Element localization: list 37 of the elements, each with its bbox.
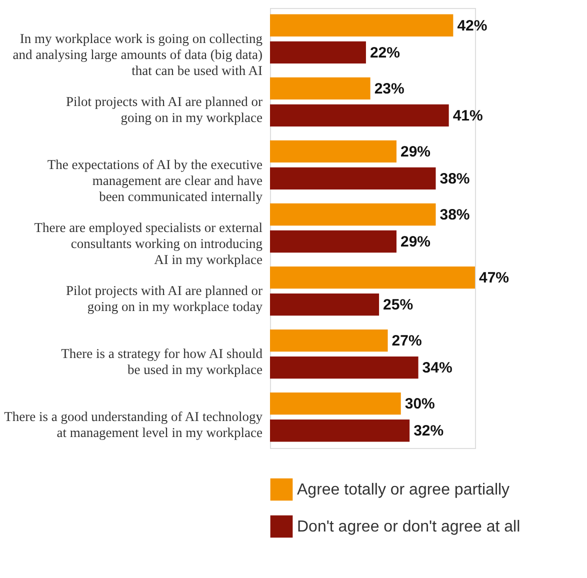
y-tick-label: Pilot projects with AI are planned or going on in my workplace today [66, 283, 263, 314]
data-label: 47% [479, 270, 510, 287]
legend-label: Agree totally or agree partially [297, 482, 510, 498]
data-label: 38% [440, 206, 470, 224]
data-label: 22% [370, 44, 400, 62]
data-label: 38% [440, 170, 470, 188]
y-tick-label: Pilot projects with AI are planned or going on in my workplace [66, 94, 263, 125]
y-tick-label: There is a good understanding of AI technology at management level in my workplace [4, 409, 263, 440]
data-label: 41% [452, 107, 483, 124]
data-label: 42% [457, 17, 488, 34]
data-label: 34% [422, 360, 452, 377]
y-tick-label: The expectations of AI by the executive management are clear and have been communicated internally [47, 156, 263, 204]
bar [270, 329, 388, 352]
bar [270, 104, 449, 127]
bar [270, 293, 380, 316]
data-label: 29% [400, 234, 431, 251]
bar [270, 140, 396, 163]
legend-label: Don't agree or don't agree at all [297, 518, 520, 536]
y-tick-label: In my workplace work is going on collecting and analysing large amounts of data (big data) that can be used with AI [12, 30, 263, 78]
bar [270, 392, 401, 415]
bar [270, 41, 366, 64]
data-label: 32% [414, 422, 444, 440]
bar [270, 420, 410, 442]
bar [270, 356, 418, 379]
bar [270, 230, 396, 253]
data-label: 30% [404, 396, 435, 413]
y-tick-label: There is a strategy for how AI should be used in my workplace [61, 346, 263, 378]
data-label: 27% [392, 332, 422, 350]
data-label: 23% [374, 80, 404, 98]
y-tick-label: There are employed specialists or external consultants working on introducing AI in my workplace [34, 220, 263, 267]
bar [270, 77, 370, 100]
bar [270, 14, 454, 36]
bar [270, 203, 436, 226]
data-label: 29% [400, 143, 431, 160]
bar [270, 167, 436, 190]
data-label: 25% [383, 296, 414, 314]
bar [270, 266, 475, 289]
